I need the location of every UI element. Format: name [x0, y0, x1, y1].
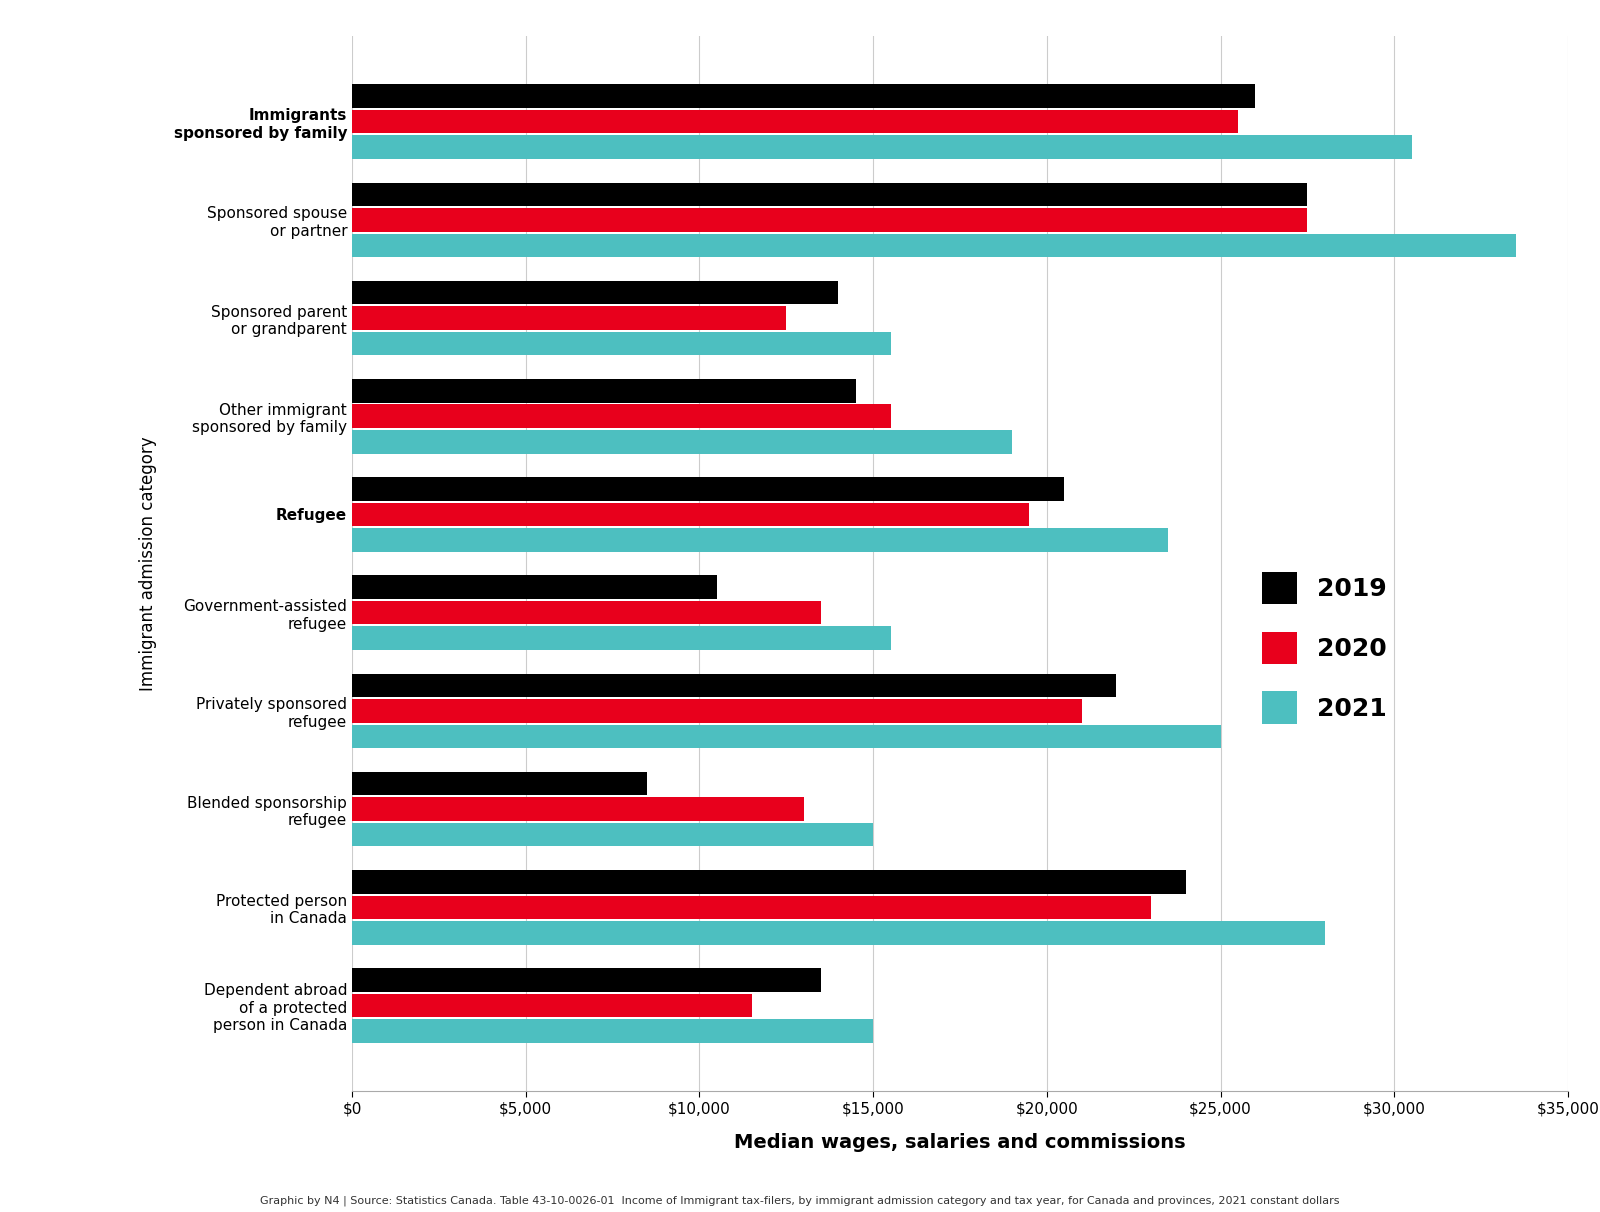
Bar: [352, 307, 786, 330]
Bar: [352, 1019, 874, 1042]
Bar: [352, 281, 838, 304]
X-axis label: Median wages, salaries and commissions: Median wages, salaries and commissions: [734, 1133, 1186, 1151]
Bar: [352, 896, 1150, 919]
Bar: [352, 110, 1238, 133]
Text: Graphic by N4 | Source: Statistics Canada. Table 43-10-0026-01  Income of Immigr: Graphic by N4 | Source: Statistics Canad…: [261, 1195, 1339, 1206]
Legend: 2019, 2020, 2021: 2019, 2020, 2021: [1253, 562, 1397, 733]
Bar: [352, 208, 1307, 231]
Bar: [352, 576, 717, 599]
Bar: [352, 234, 1515, 257]
Bar: [352, 627, 891, 650]
Bar: [352, 921, 1325, 944]
Bar: [352, 870, 1186, 893]
Bar: [352, 725, 1221, 748]
Bar: [352, 478, 1064, 501]
Bar: [352, 379, 856, 402]
Bar: [352, 601, 821, 624]
Bar: [352, 430, 1013, 453]
Bar: [352, 85, 1256, 108]
Y-axis label: Immigrant admission category: Immigrant admission category: [139, 436, 157, 691]
Bar: [352, 968, 821, 991]
Bar: [352, 332, 891, 355]
Bar: [352, 503, 1029, 526]
Bar: [352, 699, 1082, 722]
Bar: [352, 405, 891, 428]
Bar: [352, 797, 803, 821]
Bar: [352, 136, 1411, 159]
Bar: [352, 528, 1168, 551]
Bar: [352, 772, 648, 795]
Bar: [352, 674, 1117, 697]
Bar: [352, 823, 874, 846]
Bar: [352, 994, 752, 1017]
Bar: [352, 183, 1307, 206]
